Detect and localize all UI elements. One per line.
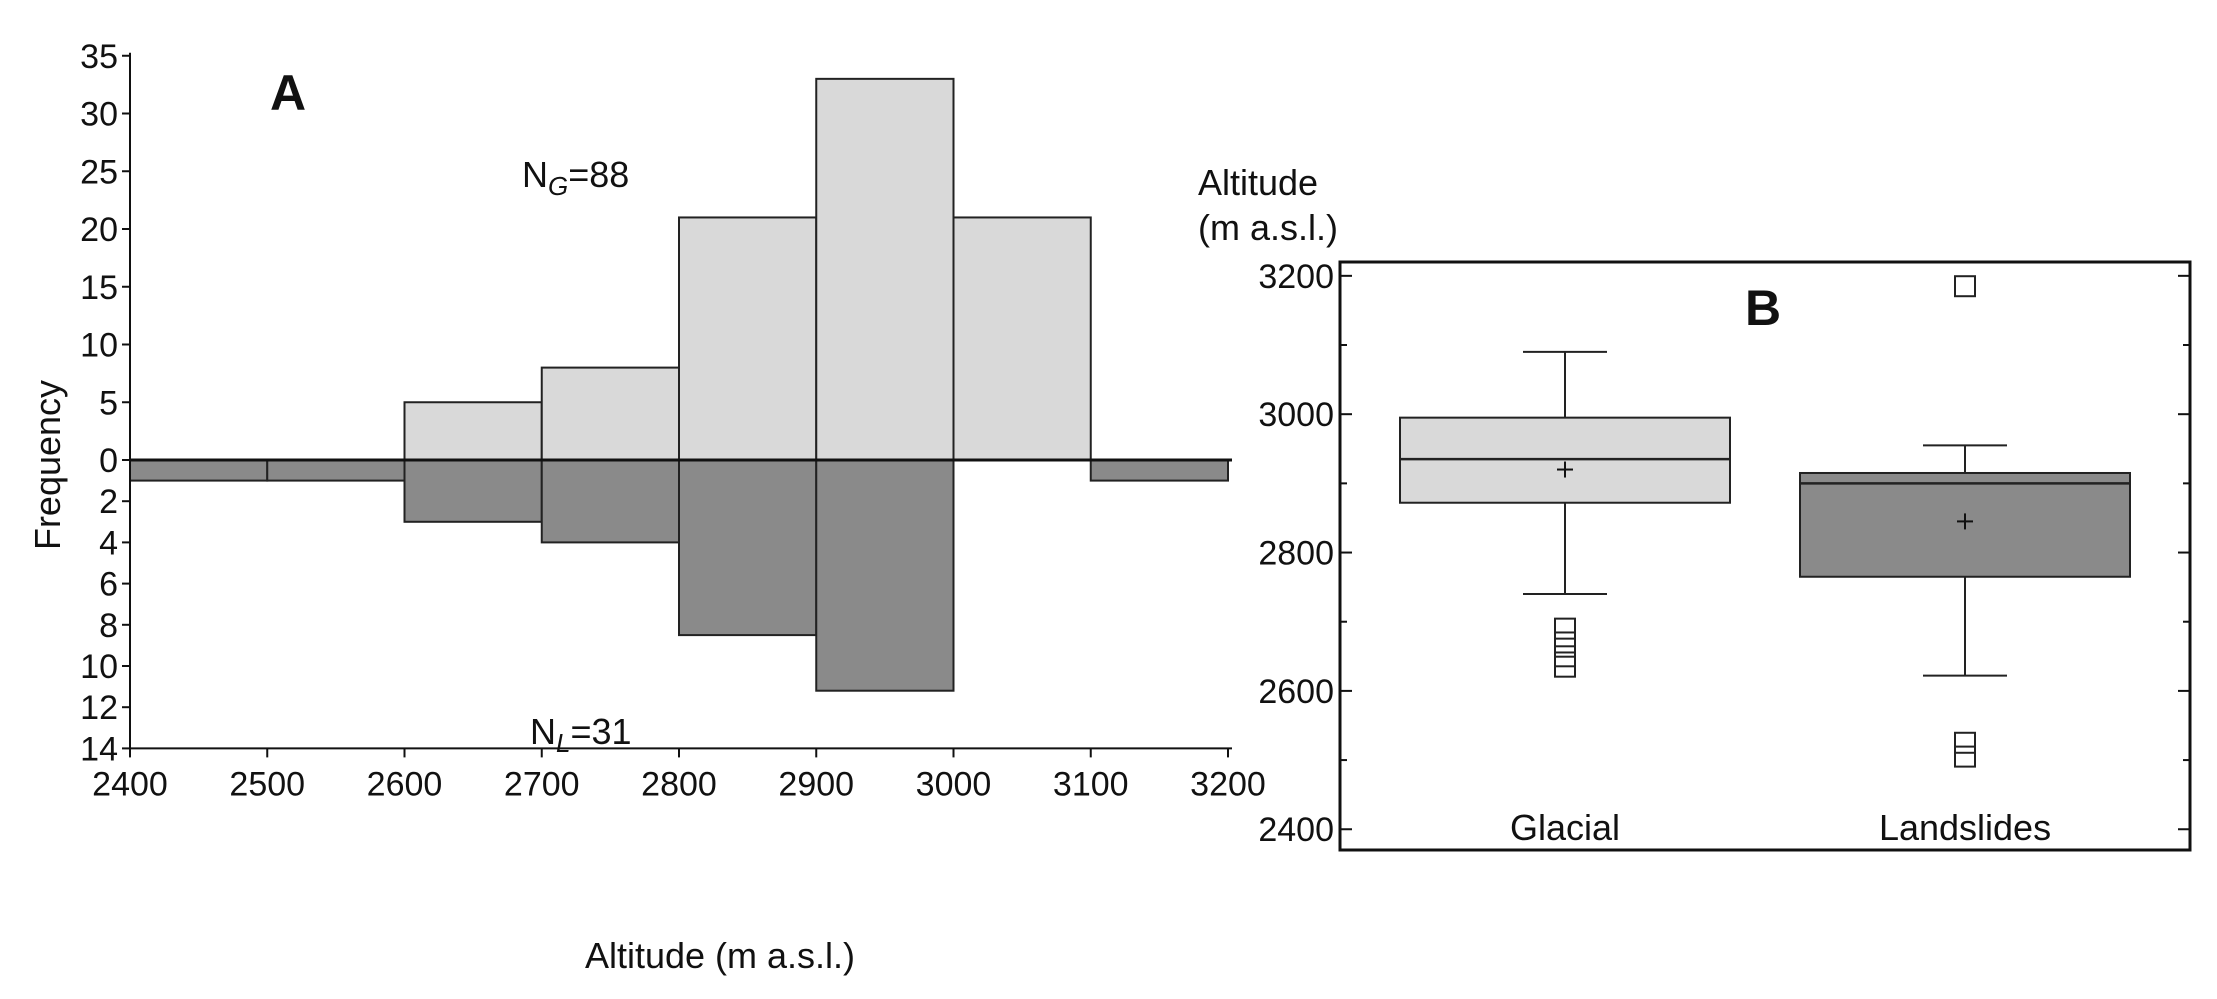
x-tick-label: 2500 (229, 765, 305, 803)
x-tick-label: 2600 (367, 765, 443, 803)
y-tick-label: 2400 (1258, 811, 1334, 849)
glacial-outlier (1554, 655, 1576, 678)
landslide-bar-2400 (129, 459, 269, 482)
y-tick-label: 0 (99, 442, 118, 480)
y-tick-label: 10 (80, 648, 118, 686)
landslides-outlier (1954, 275, 1976, 298)
y-tick-label: 12 (80, 689, 118, 727)
y-tick-label: 15 (80, 269, 118, 307)
histogram-bars (129, 77, 1229, 692)
y-axis-ticks: 3200 3000 2800 2600 2400 (1258, 258, 2190, 849)
panel-letter-a: A (270, 65, 306, 121)
landslides-outlier (1954, 745, 1976, 768)
glacial-bar-2700 (540, 366, 680, 462)
glacial-bar-3000 (952, 216, 1092, 461)
x-tick-label: 3000 (916, 765, 992, 803)
x-tick-label: 3200 (1190, 765, 1266, 803)
landslide-bar-2900 (815, 459, 955, 692)
landslide-bar-2700 (540, 459, 680, 544)
x-axis-ticks: 2400 2500 2600 2700 2800 2900 3000 3100 3200 (92, 748, 1266, 803)
y-tick-label: 2 (99, 483, 118, 521)
landslide-bar-2800 (678, 459, 818, 637)
panel-letter-b: B (1745, 280, 1781, 336)
glacial-outlier (1554, 631, 1576, 654)
landslide-count-label: NL=31 (530, 711, 632, 758)
y-axis-title-line2: (m a.s.l.) (1198, 207, 1338, 248)
y-tick-label: 8 (99, 607, 118, 645)
y-tick-label: 25 (80, 153, 118, 191)
y-axis-title-line1: Altitude (1198, 162, 1318, 203)
x-tick-label: 2700 (504, 765, 580, 803)
box-plots: Glacial Landslides (1399, 275, 2131, 848)
glacial-bar-2900 (815, 77, 955, 461)
boxplot-panel-b: 3200 3000 2800 2600 2400 Glacial Landslides A… (1198, 162, 2192, 852)
x-tick-label: 3100 (1053, 765, 1129, 803)
y-tick-label: 20 (80, 211, 118, 249)
glacial-outlier (1554, 617, 1576, 640)
plot-frame (1338, 260, 2192, 852)
glacial-category-label: Glacial (1510, 807, 1620, 848)
landslide-bar-2500 (266, 459, 406, 482)
landslides-outlier (1954, 731, 1976, 754)
landslides-category-label: Landslides (1879, 807, 2051, 848)
y-tick-label: 4 (99, 524, 118, 562)
y-tick-label: 3200 (1258, 258, 1334, 296)
y-tick-label: 3000 (1258, 396, 1334, 434)
y-tick-label: 5 (99, 384, 118, 422)
x-tick-label: 2800 (641, 765, 717, 803)
glacial-bar-2800 (678, 216, 818, 461)
y-tick-label: 2800 (1258, 535, 1334, 573)
landslide-bar-3100 (1089, 459, 1229, 482)
glacial-count-label: NG=88 (522, 154, 629, 201)
glacial-bar-2600 (403, 401, 543, 461)
y-tick-label: 2600 (1258, 673, 1334, 711)
y-tick-label: 30 (80, 96, 118, 134)
y-axis-title: Frequency (27, 380, 68, 550)
y-tick-label: 10 (80, 327, 118, 365)
y-tick-label: 14 (80, 730, 118, 768)
x-axis-title: Altitude (m a.s.l.) (585, 935, 855, 976)
x-tick-label: 2900 (778, 765, 854, 803)
y-tick-label: 6 (99, 566, 118, 604)
x-tick-label: 2400 (92, 765, 168, 803)
y-tick-label: 35 (80, 38, 118, 76)
landslide-bar-2600 (403, 459, 543, 523)
